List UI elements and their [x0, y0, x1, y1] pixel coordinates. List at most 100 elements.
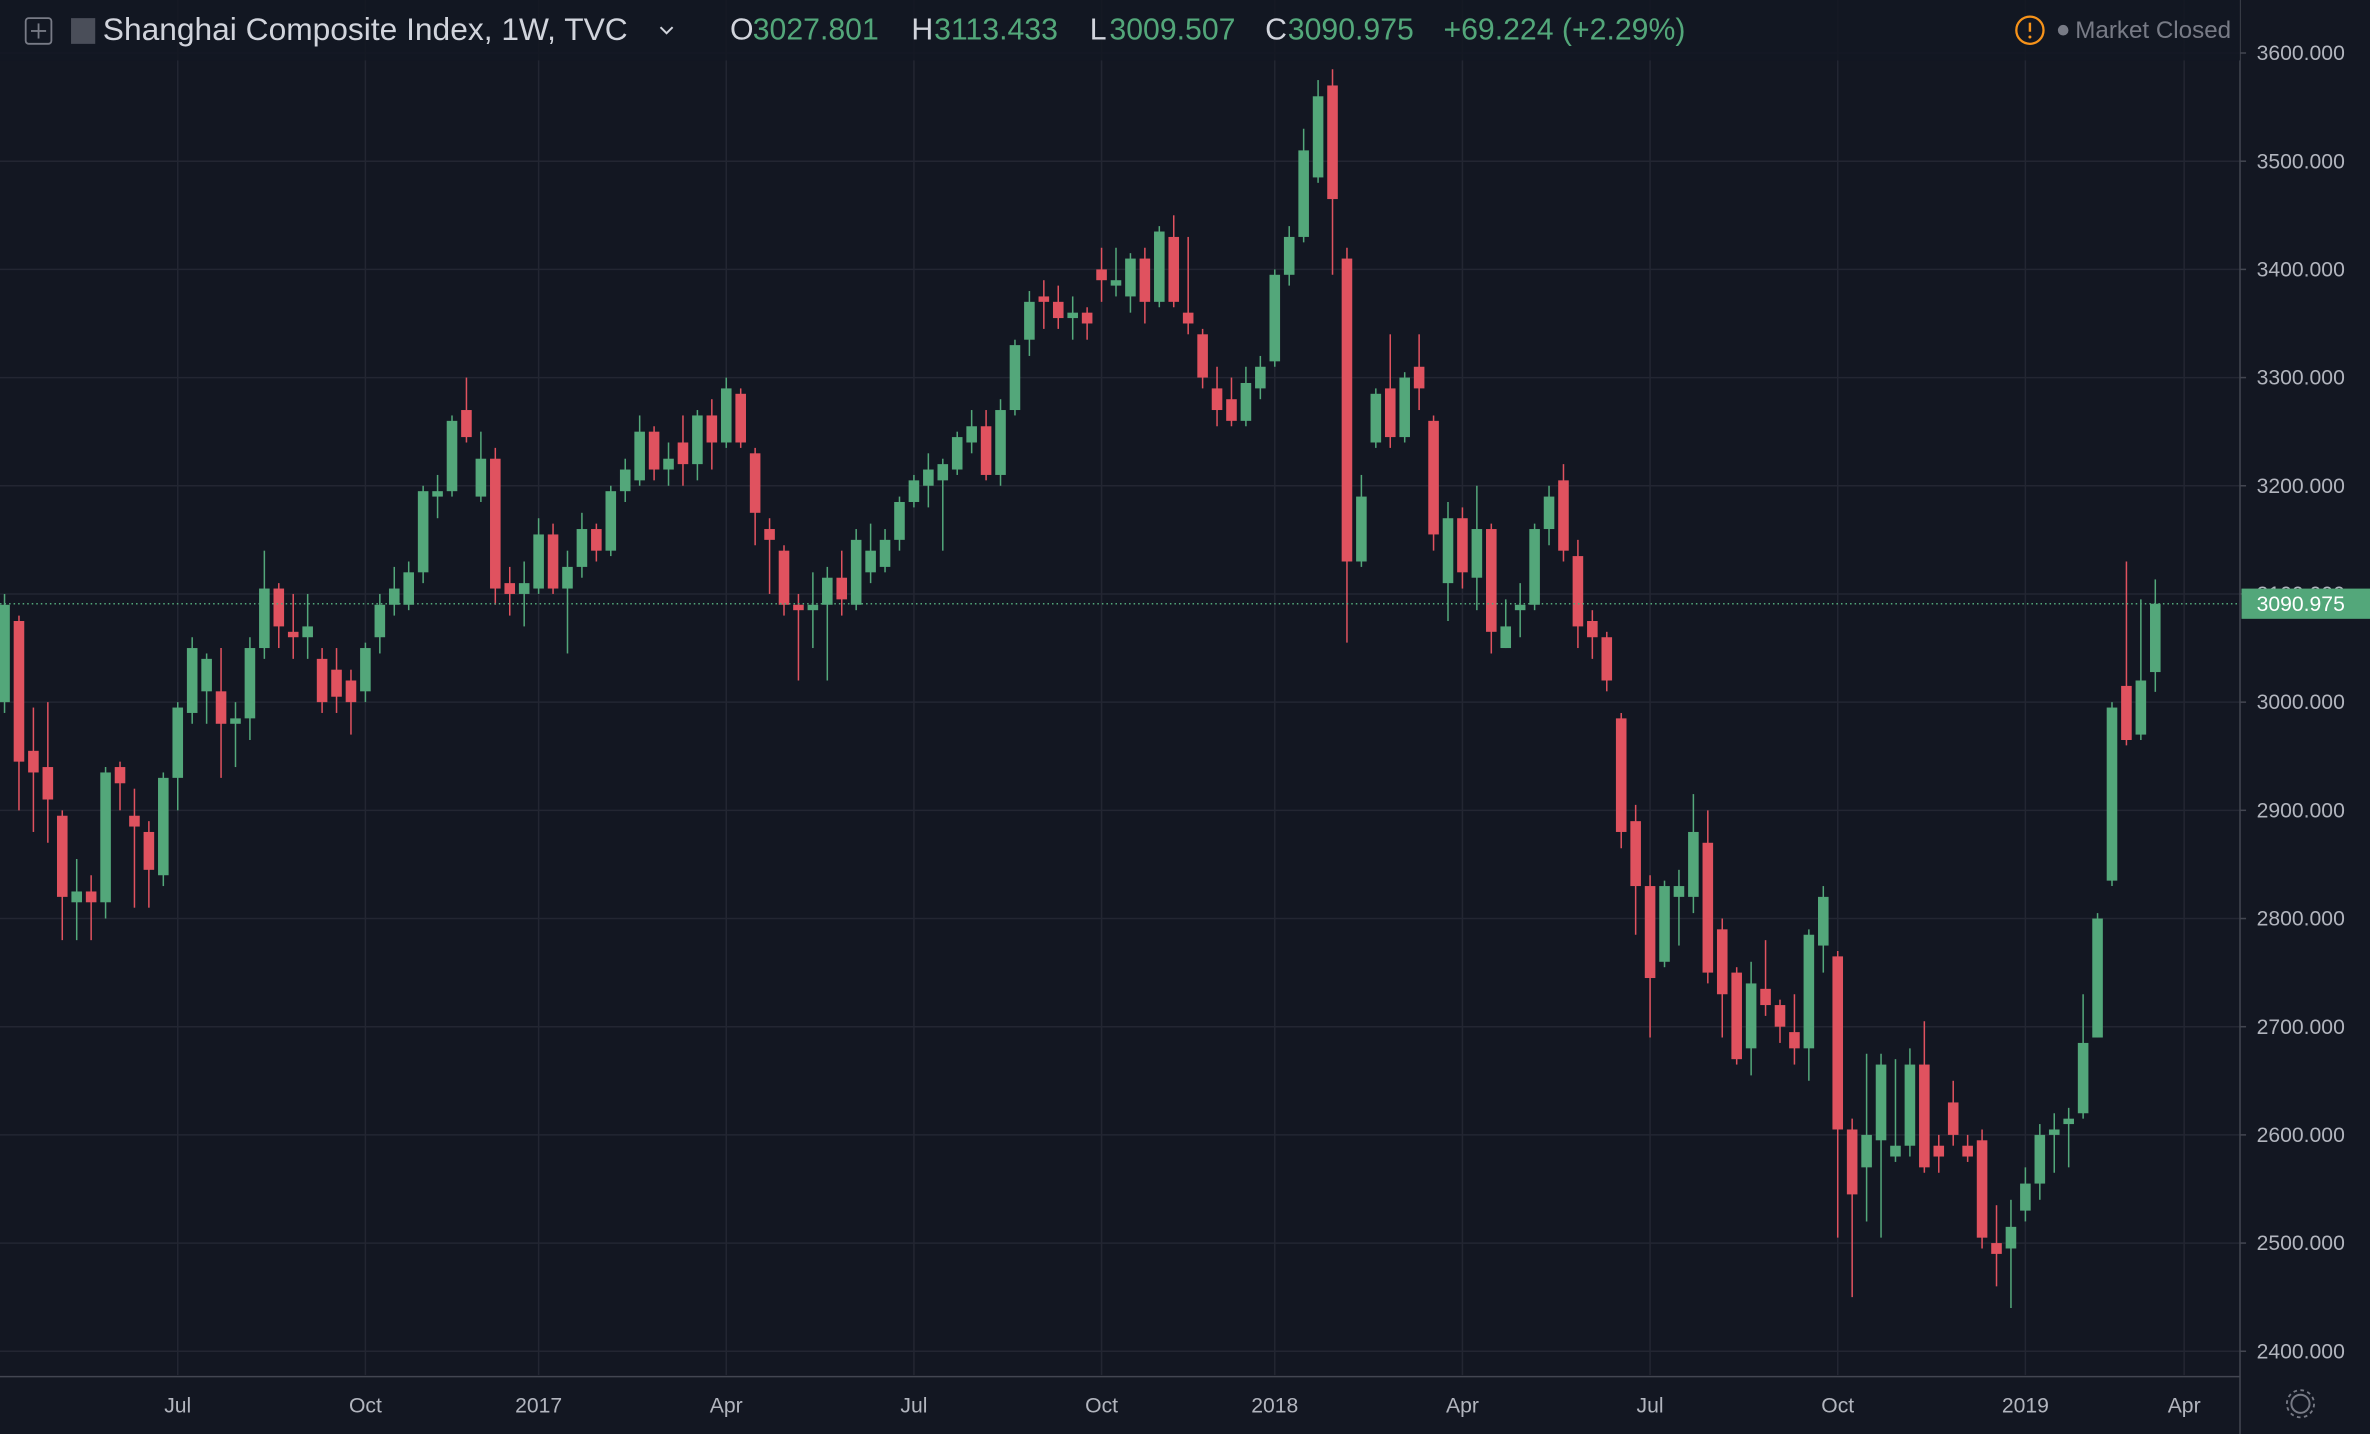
candle-body [417, 491, 429, 573]
candle-body [764, 529, 775, 540]
warning-icon[interactable] [2015, 15, 2045, 45]
x-tick-label: Jul [900, 1394, 927, 1417]
candle-body [1471, 529, 1483, 578]
settings-button[interactable] [2285, 1389, 2315, 1419]
symbol-dropdown[interactable] [659, 26, 674, 35]
candle-body [85, 891, 97, 903]
candle-body [1500, 626, 1512, 649]
candle-body [2121, 685, 2132, 741]
candle-body [1716, 929, 1728, 995]
candle-body [1572, 556, 1584, 627]
candle-body [504, 583, 516, 594]
candle-body [114, 767, 126, 784]
candle-body [1991, 1243, 2002, 1254]
candle-body [2034, 1134, 2046, 1184]
x-tick-label: 2019 [2002, 1394, 2049, 1417]
candle-body [403, 572, 414, 605]
last-price-tag [2241, 588, 2370, 619]
candle-body [591, 529, 602, 551]
candle-body [1558, 480, 1569, 551]
candle-body [302, 626, 313, 638]
candle-body [1846, 1129, 1858, 1195]
candle-body [951, 437, 963, 470]
candle-body [1457, 518, 1468, 573]
legend-backdrop [0, 0, 2241, 61]
candle-body [2048, 1129, 2060, 1135]
candle-body [1919, 1064, 1930, 1168]
y-tick-label: 3200.000 [2257, 475, 2345, 498]
candle-body [1009, 345, 1021, 411]
candle-body [1601, 637, 1613, 681]
y-tick-label: 2600.000 [2257, 1124, 2345, 1147]
candle-body [1240, 382, 1252, 421]
candle-body [13, 620, 25, 762]
candle-body [1702, 842, 1714, 973]
candle-body [720, 388, 732, 443]
ohlc-value: 3027.801 [753, 14, 879, 47]
candle-body [1442, 518, 1454, 584]
candle-body [388, 588, 400, 605]
candle-body [562, 566, 573, 589]
candle-body [1110, 280, 1122, 286]
symbol-title[interactable]: Shanghai Composite Index, 1W, TVC [103, 11, 628, 47]
candle-body [1197, 334, 1208, 378]
candle-body [1486, 529, 1497, 632]
candle-body [2135, 680, 2147, 735]
candle-body [822, 577, 833, 605]
candle-body [1067, 312, 1078, 319]
ohlc-label: H [911, 14, 933, 47]
candle-body [735, 393, 746, 443]
candle-body [374, 604, 386, 638]
x-tick-label: Oct [1085, 1394, 1118, 1417]
candle-body [461, 410, 472, 438]
x-tick-label: Oct [1821, 1394, 1854, 1417]
add-icon-frame[interactable] [24, 17, 53, 45]
last-price-label: 3090.975 [2257, 593, 2345, 616]
flag-icon [71, 18, 96, 44]
x-tick-label: Oct [349, 1394, 382, 1417]
candle-body [1081, 312, 1093, 324]
ohlc-value: 3090.975 [1288, 14, 1414, 47]
add-button[interactable] [24, 17, 53, 45]
candle-body [360, 648, 371, 692]
candle-body [648, 431, 660, 470]
candle-body [1154, 231, 1165, 302]
ohlc-label: C [1265, 14, 1287, 47]
candle-body [1038, 296, 1050, 302]
ohlc-label: L [1090, 14, 1107, 47]
candle-body [995, 410, 1006, 475]
candle-body [1832, 956, 1844, 1130]
candle-body [1341, 258, 1353, 562]
candle-body [1789, 1032, 1800, 1049]
candle-body [1255, 366, 1266, 389]
y-tick-label: 3300.000 [2257, 367, 2345, 390]
candle-body [1543, 496, 1555, 530]
candle-body [807, 604, 819, 611]
candle-body [2005, 1226, 2017, 1249]
x-tick-label: 2017 [515, 1394, 562, 1417]
candle-body [28, 750, 39, 773]
candle-body [1168, 236, 1180, 302]
candle-body [778, 550, 790, 605]
candle-body [692, 415, 703, 465]
ohlc-label: O [730, 14, 754, 47]
y-tick-label: 2700.000 [2257, 1016, 2345, 1039]
candle-body [518, 583, 530, 594]
candle-body [533, 534, 544, 589]
candle-body [1356, 496, 1367, 562]
y-tick-label: 3000.000 [2257, 691, 2345, 714]
candle-body [215, 691, 227, 724]
y-tick-label: 2900.000 [2257, 799, 2345, 822]
warning-icon-dot [2028, 35, 2032, 39]
candle-body [1644, 886, 1656, 979]
change-label: +69.224 (+2.29%) [1443, 14, 1685, 47]
candle-body [1312, 96, 1324, 178]
settings-icon[interactable] [2290, 1393, 2311, 1414]
candle-body [1904, 1064, 1916, 1146]
ohlc-value: 3009.507 [1109, 14, 1235, 47]
candle-body [1745, 983, 1757, 1049]
candle-body [1731, 972, 1742, 1060]
